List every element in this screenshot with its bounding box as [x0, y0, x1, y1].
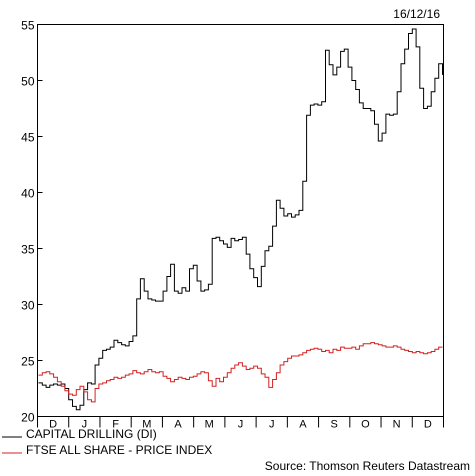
y-tick-label: 55	[21, 19, 35, 33]
legend: CAPITAL DRILLING (DI) FTSE ALL SHARE - PR…	[2, 427, 212, 457]
y-tick-label: 20	[21, 411, 35, 425]
x-tick-label: S	[331, 419, 338, 431]
y-tick-label: 40	[21, 187, 35, 201]
x-tick-label: J	[238, 419, 244, 431]
legend-label: CAPITAL DRILLING (DI)	[26, 427, 157, 441]
x-tick-label: D	[424, 419, 432, 431]
x-tick-label: J	[269, 419, 275, 431]
y-axis: 20 25 30 35 40 45 50 55	[21, 19, 43, 425]
x-tick-label: M	[142, 419, 151, 431]
chart-date-label: 16/12/16	[393, 7, 440, 21]
x-tick-label: F	[112, 419, 119, 431]
x-tick-label: O	[361, 419, 370, 431]
y-tick-label: 45	[21, 131, 35, 145]
x-tick-label: D	[49, 419, 57, 431]
x-tick-label: A	[299, 419, 307, 431]
y-tick-label: 25	[21, 355, 35, 369]
y-tick-label: 30	[21, 299, 35, 313]
x-tick-label: J	[82, 419, 88, 431]
source-note: Source: Thomson Reuters Datastream	[265, 459, 470, 473]
x-tick-label: N	[393, 419, 401, 431]
x-tick-label: A	[174, 419, 182, 431]
series-line-2	[38, 342, 443, 403]
x-tick-label: M	[205, 419, 214, 431]
legend-label: FTSE ALL SHARE - PRICE INDEX	[26, 443, 212, 457]
y-tick-label: 50	[21, 75, 35, 89]
plot-frame	[37, 24, 444, 417]
series-group	[38, 28, 443, 411]
series-line-1	[38, 28, 443, 411]
y-tick-label: 35	[21, 243, 35, 257]
